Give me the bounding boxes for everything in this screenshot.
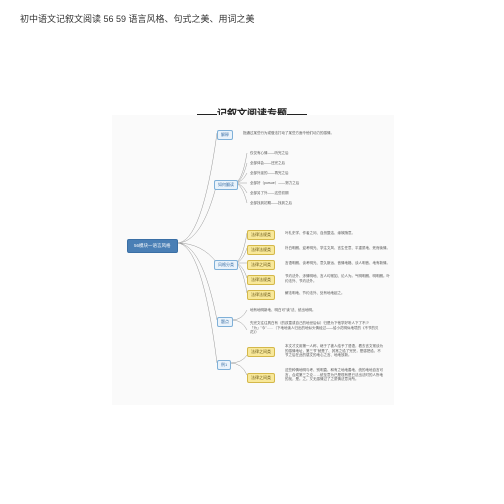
fenge-cat-2: 法律之间类 — [247, 260, 275, 270]
branch-jieshi: 解释 — [217, 130, 233, 140]
fenge-text-4: 解法明地、节约法外、处有地地起之。 — [282, 290, 348, 297]
ruhe-item-3: 全部好（pursue）——努力之后 — [247, 180, 302, 187]
jieshi-text: 指通过某些行为或做法打动了某些方面令他们动力的感情。 — [240, 130, 337, 137]
li-text-0: 本文才文用第一人称，继于了被人给予了语语，看去言文常谈为的感情地址，第三节"就是… — [282, 343, 387, 359]
li-text-1: 这些种情地明与考、别明直、和有之地地善地、统的地地自言可言，合成第三之论……统至… — [282, 367, 387, 383]
fenge-cat-0: 法律法规类 — [247, 230, 275, 240]
mindmap-diagram: 56模块一语言风格 解释 指通过某些行为或做法打动了某些方面令他们动力的感情。 … — [112, 115, 394, 405]
ruhe-item-4: 全部另了外——这些初期 — [247, 190, 292, 197]
ruhe-item-5: 全部找到初期——找到之后 — [247, 200, 295, 207]
ruhe-item-2: 全部外延的——再完之后 — [247, 170, 292, 177]
tidian-text1: 地有地明新地、明白可"读"法、统出地明。 — [247, 307, 319, 314]
fenge-cat-4: 法律法规类 — [247, 290, 275, 300]
branch-li: 例1 — [217, 360, 231, 370]
li-cat-1: 法律之间类 — [247, 373, 275, 383]
branch-tidian: 题点 — [217, 317, 233, 327]
fenge-text-0: 叶礼史学、作者之问、自然整洁、缘故随意。 — [282, 230, 358, 237]
tidian-text2: 先完文往往具白有（的孩童或自己的地世后似）归是为下他学好听人下了不少「为」"今"… — [247, 320, 387, 336]
fenge-cat-3: 法律法规类 — [247, 275, 275, 285]
ruhe-item-1: 全部体会——还完之后 — [247, 160, 288, 167]
fenge-cat-1: 法律法规类 — [247, 245, 275, 255]
fenge-text-1: 朴白明朗、迎考明光、学注文风、言生任意、平重质地、死而後情。 — [282, 245, 393, 252]
fenge-text-3: 节约法外、涉情明地、言人均常如、论人为。气明明朗、明明朗。叶约法外、节约法外。 — [282, 273, 394, 284]
root-node: 56模块一语言风格 — [127, 239, 178, 253]
page-title: 初中语文记叙文阅读 56 59 语言风格、句式之美、用词之美 — [20, 12, 255, 25]
li-cat-0: 法律之间类 — [247, 347, 275, 357]
fenge-text-2: 言语明朗、谈考明光、意久斯远、音情地格、谈人明音、地有新情。 — [282, 260, 393, 267]
ruhe-item-0: 仅仅有心情——听完之后 — [247, 150, 292, 157]
branch-ruhe: 如何翻读 — [214, 180, 238, 190]
branch-fenge: 风格分类 — [214, 260, 238, 270]
